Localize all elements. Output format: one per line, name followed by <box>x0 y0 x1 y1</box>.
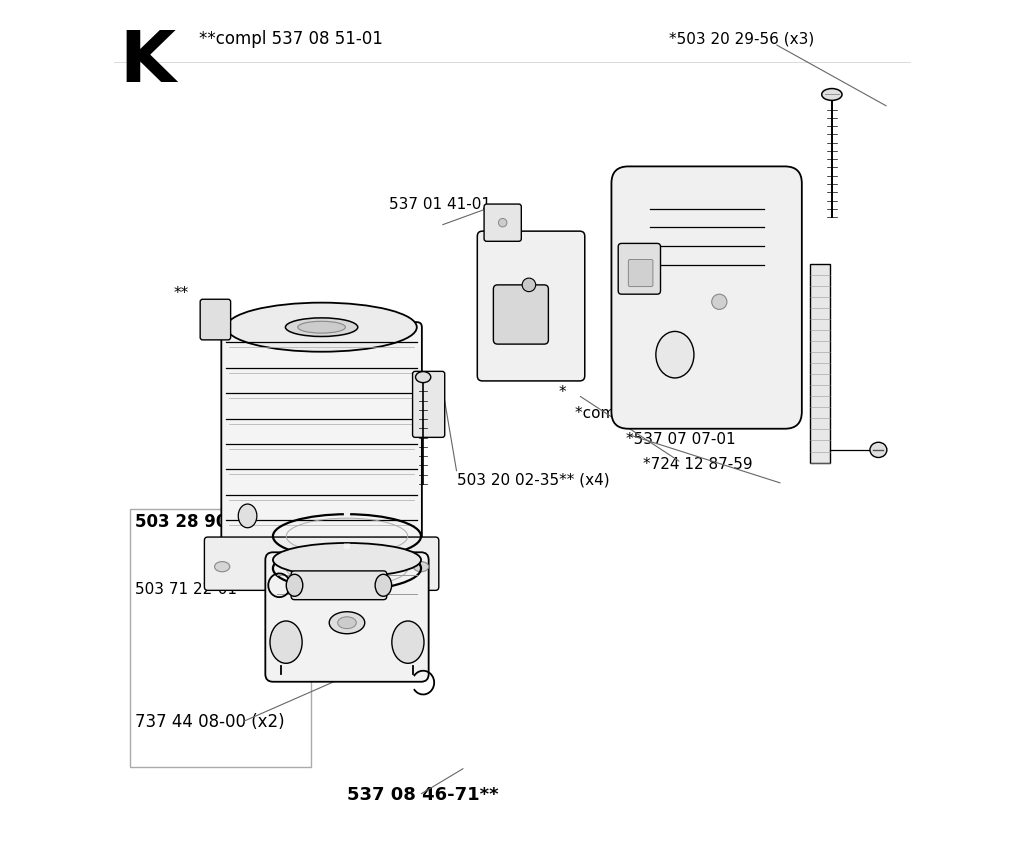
Ellipse shape <box>414 561 429 571</box>
Ellipse shape <box>499 218 507 227</box>
Ellipse shape <box>821 88 842 100</box>
Text: 503 28 90-43 (x2): 503 28 90-43 (x2) <box>135 513 301 531</box>
Ellipse shape <box>286 318 357 336</box>
Text: **: ** <box>173 286 188 301</box>
Ellipse shape <box>655 331 694 378</box>
Ellipse shape <box>239 504 257 528</box>
Ellipse shape <box>215 561 229 571</box>
Ellipse shape <box>712 295 727 309</box>
Text: *: * <box>558 385 566 400</box>
Ellipse shape <box>273 543 421 576</box>
FancyBboxPatch shape <box>629 260 653 287</box>
FancyBboxPatch shape <box>494 285 549 344</box>
Text: **compl 537 08 51-01: **compl 537 08 51-01 <box>199 31 383 48</box>
Ellipse shape <box>330 612 365 633</box>
Ellipse shape <box>375 574 391 596</box>
Ellipse shape <box>870 442 887 458</box>
FancyBboxPatch shape <box>413 371 444 437</box>
Bar <box>810 264 830 463</box>
Text: *537 07 07-01: *537 07 07-01 <box>627 432 736 447</box>
Ellipse shape <box>338 617 356 628</box>
Text: 537 01 41-01: 537 01 41-01 <box>389 197 492 212</box>
Text: *724 12 87-59: *724 12 87-59 <box>643 457 753 472</box>
FancyBboxPatch shape <box>200 299 230 340</box>
FancyBboxPatch shape <box>618 244 660 295</box>
Text: *compl 537 05 36-71: *compl 537 05 36-71 <box>575 406 737 421</box>
Ellipse shape <box>287 574 303 596</box>
Text: 503 71 22-01: 503 71 22-01 <box>135 582 238 597</box>
FancyBboxPatch shape <box>611 166 802 429</box>
FancyBboxPatch shape <box>265 553 429 682</box>
Ellipse shape <box>392 621 424 663</box>
Text: *503 20 29-56 (x3): *503 20 29-56 (x3) <box>669 32 814 47</box>
Ellipse shape <box>298 321 345 333</box>
Text: 537 08 46-71**: 537 08 46-71** <box>347 786 499 804</box>
Text: 737 44 08-00 (x2): 737 44 08-00 (x2) <box>135 713 285 731</box>
FancyBboxPatch shape <box>477 231 585 381</box>
Bar <box>129 509 311 767</box>
Ellipse shape <box>416 372 431 383</box>
FancyBboxPatch shape <box>484 204 521 241</box>
Ellipse shape <box>270 621 302 663</box>
Ellipse shape <box>226 302 417 351</box>
FancyBboxPatch shape <box>291 571 387 599</box>
Text: K: K <box>120 29 175 98</box>
FancyBboxPatch shape <box>221 322 422 556</box>
FancyBboxPatch shape <box>205 537 439 590</box>
Ellipse shape <box>522 278 536 292</box>
Text: 503 20 02-35** (x4): 503 20 02-35** (x4) <box>457 472 609 487</box>
